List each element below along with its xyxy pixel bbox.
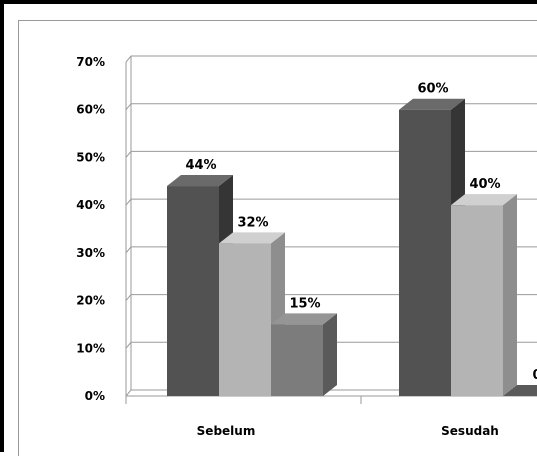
data-label: 44% bbox=[185, 158, 216, 173]
y-tick-label: 40% bbox=[76, 198, 105, 212]
bar-chart: 0% 10% 20% 30% 40% 50% 60% 70% 44% 32% 15% 60% 40% 0 S… bbox=[76, 55, 537, 438]
gridline bbox=[125, 150, 537, 158]
chart-area bbox=[18, 20, 537, 456]
bar bbox=[167, 186, 219, 396]
x-category-label: Sesudah bbox=[441, 424, 499, 438]
gridline bbox=[125, 55, 537, 63]
y-tick-label: 70% bbox=[76, 55, 105, 69]
y-tick-label: 0% bbox=[85, 389, 105, 403]
bar-top bbox=[167, 175, 233, 187]
data-label: 15% bbox=[289, 296, 320, 311]
data-label: 60% bbox=[417, 82, 448, 97]
data-label: 32% bbox=[237, 215, 268, 230]
bar-side bbox=[503, 194, 517, 396]
y-tick-label: 10% bbox=[76, 341, 105, 355]
data-label: 40% bbox=[469, 177, 500, 192]
y-tick-label: 30% bbox=[76, 246, 105, 260]
bar-top bbox=[399, 98, 465, 110]
x-category-label: Sebelum bbox=[197, 424, 256, 438]
data-label: 0 bbox=[532, 368, 537, 383]
bar-top bbox=[271, 313, 337, 325]
bar bbox=[399, 109, 451, 396]
bar-top bbox=[219, 232, 285, 244]
bar bbox=[451, 205, 503, 396]
bar bbox=[271, 324, 323, 396]
bar bbox=[503, 385, 537, 396]
bar-side bbox=[323, 313, 337, 396]
y-tick-label: 60% bbox=[76, 103, 105, 117]
y-tick-label: 50% bbox=[76, 150, 105, 164]
gridline bbox=[125, 103, 537, 111]
y-tick-label: 20% bbox=[76, 294, 105, 308]
bar-top bbox=[451, 194, 517, 206]
bar bbox=[219, 243, 271, 396]
